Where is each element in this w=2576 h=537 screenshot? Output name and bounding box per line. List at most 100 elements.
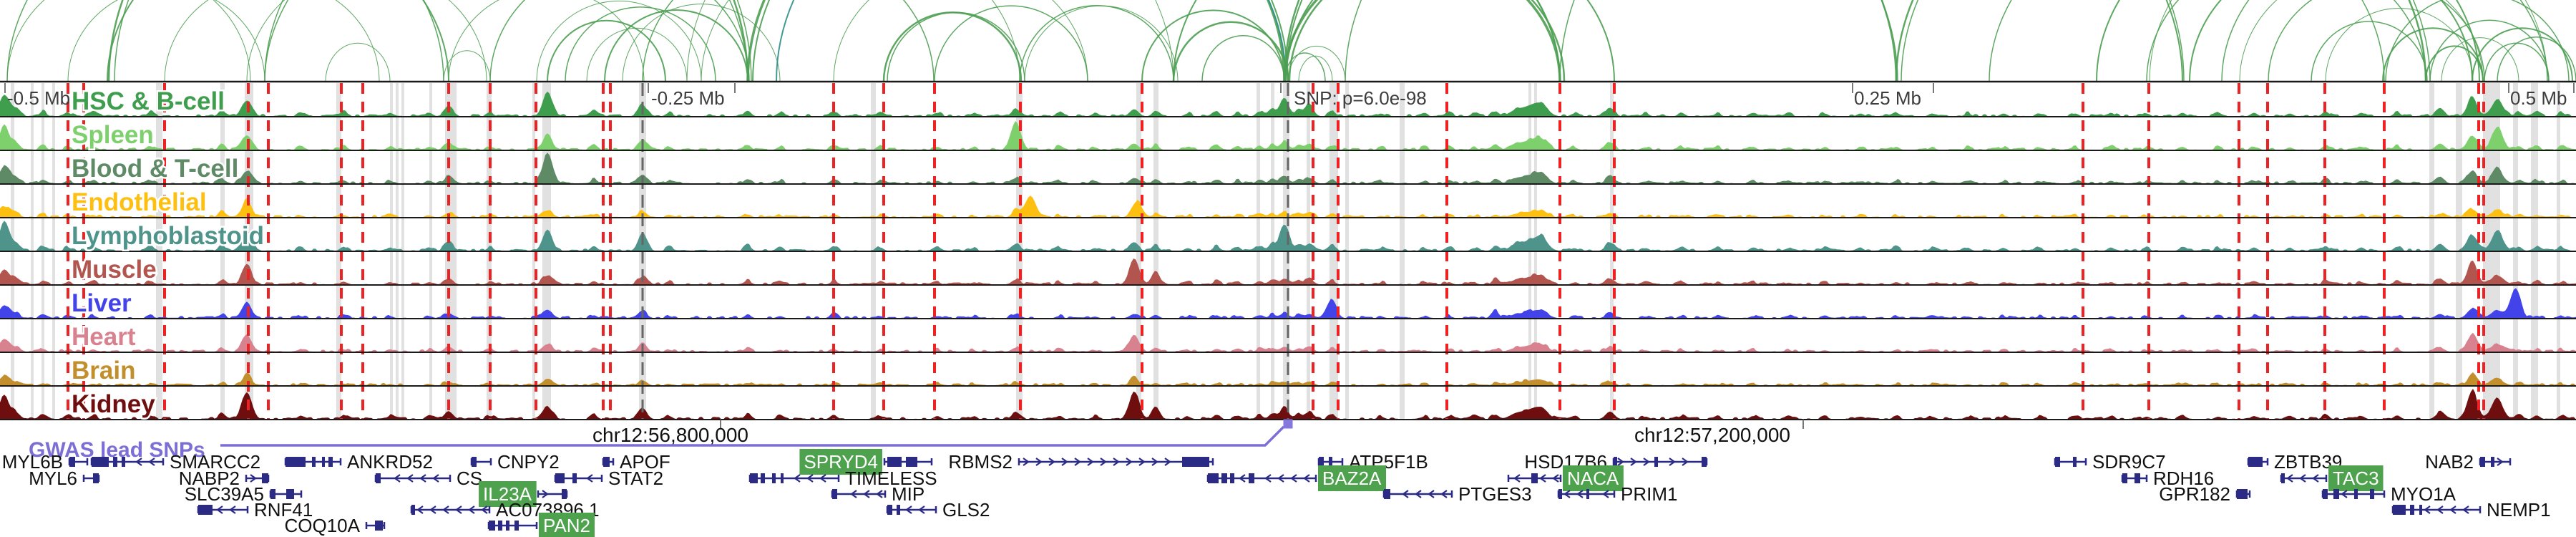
gene-label: MYL6: [29, 468, 77, 489]
gene-label: COQ10A: [285, 515, 361, 536]
interaction-arc: [2149, 0, 2548, 82]
track-label: Liver: [72, 289, 132, 317]
interaction-arc: [1287, 45, 1346, 82]
gene-rnf41: RNF41: [197, 499, 313, 521]
gene-tac3: TAC3: [2280, 465, 2384, 491]
track-label: Lymphoblastoid: [72, 222, 264, 250]
gene-apof: APOF: [602, 451, 670, 473]
interaction-arc: [604, 9, 748, 82]
gene-myo1a: MYO1A: [2321, 483, 2457, 505]
signal-track-heart: [0, 332, 2576, 352]
track-labels-layer: HSC & B-cell Spleen Blood & T-cell Endothel…: [70, 86, 266, 420]
gene-highlight-box: [2328, 465, 2384, 491]
gene-label: SDR9C7: [2092, 451, 2166, 473]
gene-highlight-box: [1563, 465, 1624, 491]
gene-label: RDH16: [2153, 468, 2214, 489]
gwas-connector-line: [220, 425, 1285, 447]
gene-ankrd52: ANKRD52: [284, 451, 433, 473]
gene-slc39a5: SLC39A5: [185, 483, 303, 505]
interaction-arc: [934, 5, 1088, 82]
gene-label: CS: [457, 468, 482, 489]
gene-label: STAT2: [608, 468, 663, 489]
interaction-arc: [536, 0, 702, 82]
gene-nemp1: NEMP1: [2391, 499, 2551, 521]
interaction-arc: [2239, 0, 2484, 82]
axis-labels-layer: -0.5 Mb -0.25 Mb 0.25 Mb 0.5 Mb chr12:56,800…: [4, 83, 2575, 446]
gene-label: TAC3: [2333, 468, 2379, 489]
interaction-arc: [2425, 45, 2484, 82]
interaction-arc: [2429, 19, 2550, 82]
interaction-arc: [2325, 8, 2474, 82]
gene-rbms2: RBMS2: [948, 451, 1214, 473]
gene-label: NEMP1: [2487, 499, 2551, 521]
gene-mip: MIP: [831, 483, 924, 505]
gene-gls2: GLS2: [886, 499, 990, 521]
gene-label: MYO1A: [2391, 483, 2457, 505]
track-label: Spleen: [72, 121, 154, 149]
gene-zbtb39: ZBTB39: [2247, 451, 2342, 473]
gene-label: RBMS2: [948, 451, 1013, 473]
interaction-arc: [6, 0, 251, 82]
interaction-arc: [2385, 0, 2570, 82]
axis-label: -0.5 Mb: [7, 87, 70, 109]
coordinate-label: chr12:57,200,000: [1634, 424, 1790, 446]
interaction-arc: [2221, 0, 2548, 82]
gene-nabp2: NABP2: [179, 468, 270, 489]
track-separators-layer: [0, 80, 2576, 420]
gene-highlight-box: [799, 449, 882, 475]
gene-highlight-box: [479, 481, 537, 507]
gene-spryd4: SPRYD4: [799, 449, 933, 475]
gene-naca: NACA: [1507, 465, 1624, 491]
signal-track-brain: [0, 372, 2576, 386]
interaction-arc: [887, 11, 1025, 82]
interaction-arc: [2311, 21, 2428, 82]
track-label: Muscle: [72, 256, 157, 284]
interaction-arc: [622, 4, 781, 82]
interaction-arc: [1298, 55, 1333, 82]
gene-label: MIP: [892, 483, 924, 505]
gene-label: PAN2: [543, 515, 590, 536]
gene-label: SPRYD4: [804, 451, 878, 473]
gene-track-layer: MYL6B SMARCC2 ANKRD52 CNPY2 APOF SPRYD4 RBMS2 A…: [2, 449, 2551, 537]
interaction-arc: [547, 19, 666, 82]
signal-track-blood-t-cell: [0, 153, 2576, 184]
gene-label: APOF: [620, 451, 670, 473]
track-label: Brain: [72, 357, 135, 384]
gene-label: GLS2: [942, 499, 990, 521]
gene-pan2: PAN2: [487, 513, 595, 537]
interaction-arc: [1201, 35, 1285, 82]
gene-gpr182: GPR182: [2159, 483, 2251, 505]
interaction-arc: [2472, 27, 2573, 82]
interaction-arc: [586, 27, 688, 82]
gene-coq10a: COQ10A: [285, 515, 386, 536]
interaction-arc: [2189, 0, 2473, 82]
interaction-arc: [1172, 21, 1289, 82]
gene-prim1: PRIM1: [1557, 483, 1677, 505]
signal-track-endothelial: [0, 195, 2576, 218]
gene-label: GPR182: [2159, 483, 2230, 505]
interaction-arc: [1901, 0, 2431, 82]
interaction-arc: [1895, 0, 2427, 82]
interaction-arc: [1024, 5, 1179, 82]
interaction-arc: [1285, 0, 1615, 82]
gene-label: IL23A: [483, 483, 532, 505]
gene-label: ANKRD52: [347, 451, 433, 473]
gene-baz2a: BAZ2A: [1206, 465, 1387, 491]
interaction-arc: [67, 0, 265, 82]
track-label: HSC & B-cell: [72, 87, 225, 115]
gene-il23a: IL23A: [479, 481, 568, 507]
interaction-arc: [1345, 0, 1898, 82]
track-label: Endothelial: [72, 188, 207, 216]
gene-label: BAZ2A: [1322, 468, 1382, 489]
gene-highlight-box: [539, 513, 595, 537]
gene-label: NABP2: [179, 468, 240, 489]
gene-cnpy2: CNPY2: [470, 451, 560, 473]
gene-myl6b: MYL6B: [2, 451, 89, 473]
axis-label: -0.25 Mb: [651, 87, 725, 109]
signal-track-liver: [0, 288, 2576, 319]
track-label: Heart: [72, 323, 136, 351]
gene-label: RNF41: [254, 499, 313, 521]
interaction-arc: [325, 42, 391, 82]
